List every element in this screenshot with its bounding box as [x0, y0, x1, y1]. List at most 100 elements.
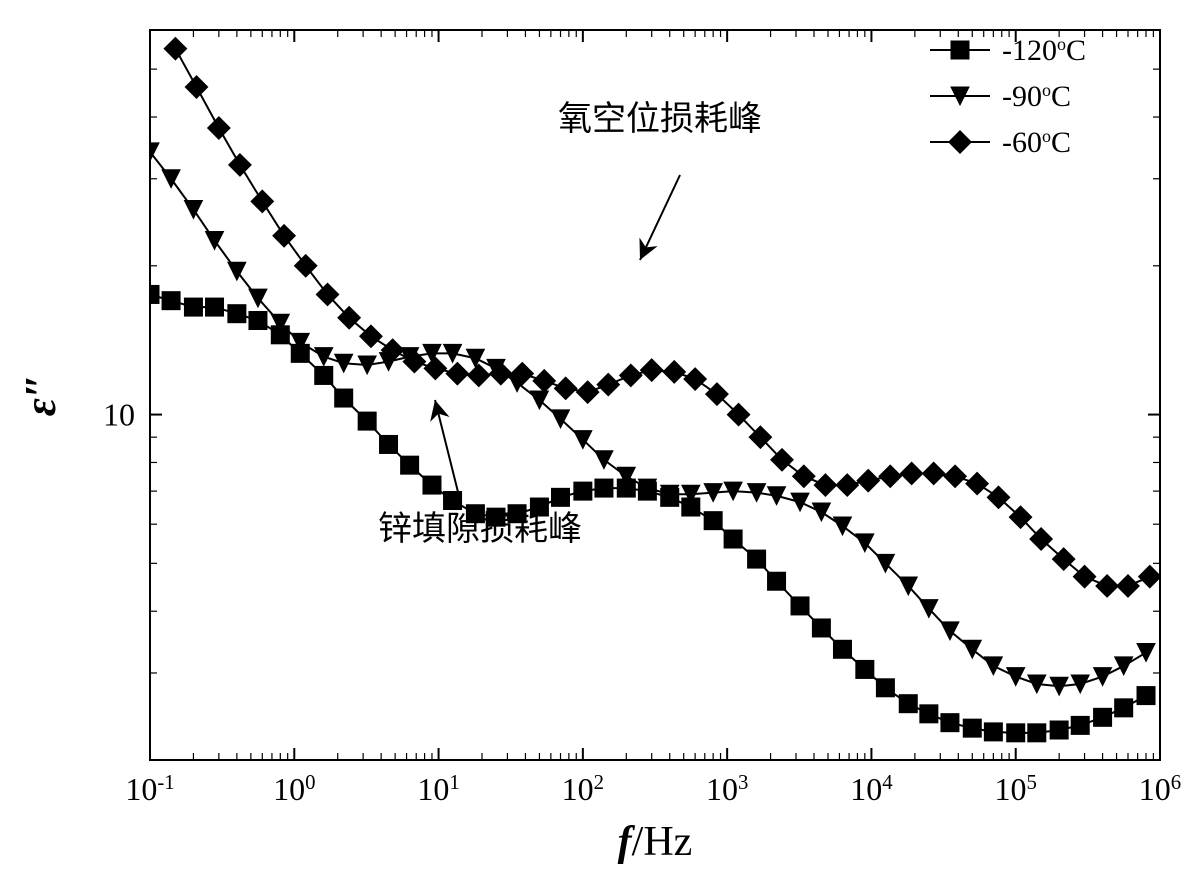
- marker-square: [574, 482, 592, 500]
- annotation-text-0: 氧空位损耗峰: [558, 100, 762, 138]
- marker-diamond: [944, 465, 967, 488]
- marker-square: [595, 479, 613, 497]
- marker-diamond: [857, 469, 880, 492]
- series-0: [141, 285, 1155, 741]
- marker-diamond: [533, 370, 556, 393]
- marker-diamond: [949, 131, 972, 154]
- marker-square: [401, 456, 419, 474]
- y-tick-label: 10: [103, 397, 135, 433]
- marker-diamond: [251, 190, 274, 213]
- marker-square: [920, 705, 938, 723]
- marker-down-triangle: [1094, 668, 1112, 686]
- marker-square: [856, 660, 874, 678]
- marker-down-triangle: [228, 262, 246, 280]
- series-1: [141, 143, 1155, 695]
- marker-square: [335, 389, 353, 407]
- y-axis-label: ε″: [16, 374, 65, 416]
- legend: -120oC-90oC-60oC: [930, 34, 1086, 159]
- marker-square: [941, 714, 959, 732]
- marker-square: [1007, 724, 1025, 742]
- marker-square: [228, 305, 246, 323]
- marker-square: [704, 512, 722, 530]
- marker-down-triangle: [595, 451, 613, 469]
- x-tick-label: 106: [1139, 771, 1181, 808]
- marker-diamond: [1117, 575, 1140, 598]
- marker-square: [315, 366, 333, 384]
- marker-square: [984, 723, 1002, 741]
- marker-down-triangle: [812, 503, 830, 521]
- marker-diamond: [597, 373, 620, 396]
- marker-down-triangle: [1007, 668, 1025, 686]
- marker-square: [380, 435, 398, 453]
- marker-square: [833, 640, 851, 658]
- marker-diamond: [164, 37, 187, 60]
- marker-diamond: [468, 364, 491, 387]
- marker-diamond: [640, 359, 663, 382]
- marker-diamond: [793, 465, 816, 488]
- marker-down-triangle: [206, 232, 224, 250]
- marker-down-triangle: [141, 143, 159, 161]
- x-tick-label: 103: [706, 771, 748, 808]
- marker-square: [791, 597, 809, 615]
- marker-diamond: [554, 377, 577, 400]
- marker-square: [249, 312, 267, 330]
- x-tick-label: 101: [417, 771, 459, 808]
- marker-square: [1050, 721, 1068, 739]
- chart-container: 10-110010110210310410510610f/Hzε″-120oC-…: [0, 0, 1192, 896]
- marker-square: [812, 619, 830, 637]
- annotation-arrow-0: [640, 175, 680, 260]
- marker-diamond: [576, 381, 599, 404]
- marker-square: [963, 719, 981, 737]
- chart-svg: 10-110010110210310410510610f/Hzε″-120oC-…: [0, 0, 1192, 896]
- marker-down-triangle: [833, 517, 851, 535]
- x-tick-label: 102: [562, 771, 604, 808]
- marker-square: [876, 679, 894, 697]
- marker-square: [184, 298, 202, 316]
- marker-down-triangle: [984, 657, 1002, 675]
- marker-square: [768, 572, 786, 590]
- marker-diamond: [294, 255, 317, 277]
- marker-square: [1115, 699, 1133, 717]
- marker-square: [899, 695, 917, 713]
- legend-label: -120oC: [1002, 34, 1086, 67]
- marker-square: [724, 530, 742, 548]
- marker-down-triangle: [963, 640, 981, 658]
- x-tick-label: 100: [273, 771, 315, 808]
- marker-diamond: [1096, 575, 1119, 598]
- marker-diamond: [814, 474, 837, 497]
- marker-square: [1071, 716, 1089, 734]
- marker-square: [162, 292, 180, 310]
- annotation-text-1: 锌填隙损耗峰: [378, 510, 582, 548]
- marker-down-triangle: [184, 200, 202, 218]
- marker-diamond: [185, 76, 208, 99]
- marker-down-triangle: [162, 170, 180, 188]
- marker-diamond: [922, 462, 945, 485]
- x-tick-label: 105: [995, 771, 1037, 808]
- marker-diamond: [879, 465, 902, 488]
- marker-square: [1028, 724, 1046, 742]
- marker-diamond: [620, 364, 643, 387]
- marker-diamond: [424, 357, 447, 380]
- marker-square: [748, 550, 766, 568]
- x-axis-label: f/Hz: [618, 819, 693, 865]
- x-tick-label: 104: [850, 771, 893, 808]
- marker-diamond: [229, 154, 252, 177]
- marker-square: [552, 488, 570, 506]
- marker-down-triangle: [466, 349, 484, 367]
- marker-diamond: [446, 362, 469, 385]
- marker-down-triangle: [1137, 644, 1155, 662]
- marker-down-triangle: [315, 348, 333, 366]
- marker-square: [423, 476, 441, 494]
- marker-square: [141, 285, 159, 303]
- marker-diamond: [900, 462, 923, 485]
- marker-diamond: [273, 225, 296, 248]
- marker-diamond: [966, 472, 989, 495]
- marker-diamond: [684, 368, 707, 391]
- marker-diamond: [208, 117, 231, 140]
- marker-square: [1137, 687, 1155, 705]
- marker-down-triangle: [1115, 657, 1133, 675]
- marker-square: [206, 298, 224, 316]
- marker-diamond: [836, 474, 859, 497]
- marker-diamond: [663, 361, 686, 384]
- marker-down-triangle: [791, 493, 809, 511]
